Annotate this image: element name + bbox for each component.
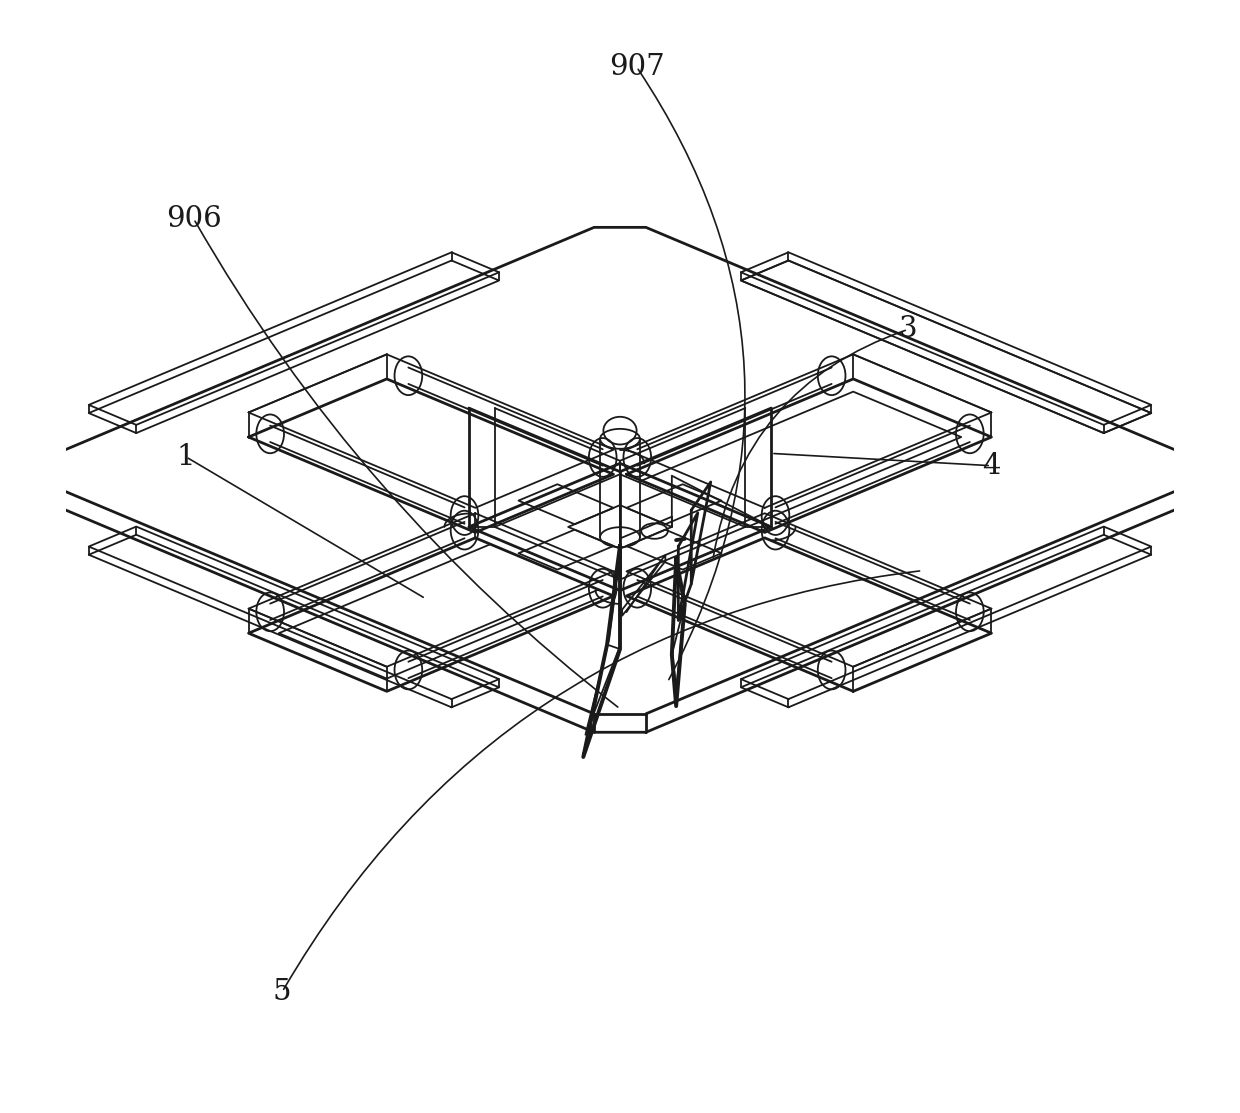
Text: 906: 906 [166,205,222,233]
Text: 1: 1 [176,443,195,471]
Text: 907: 907 [609,53,665,81]
Text: 5: 5 [273,977,291,1006]
Text: 4: 4 [982,452,1001,480]
Text: 3: 3 [899,315,918,344]
